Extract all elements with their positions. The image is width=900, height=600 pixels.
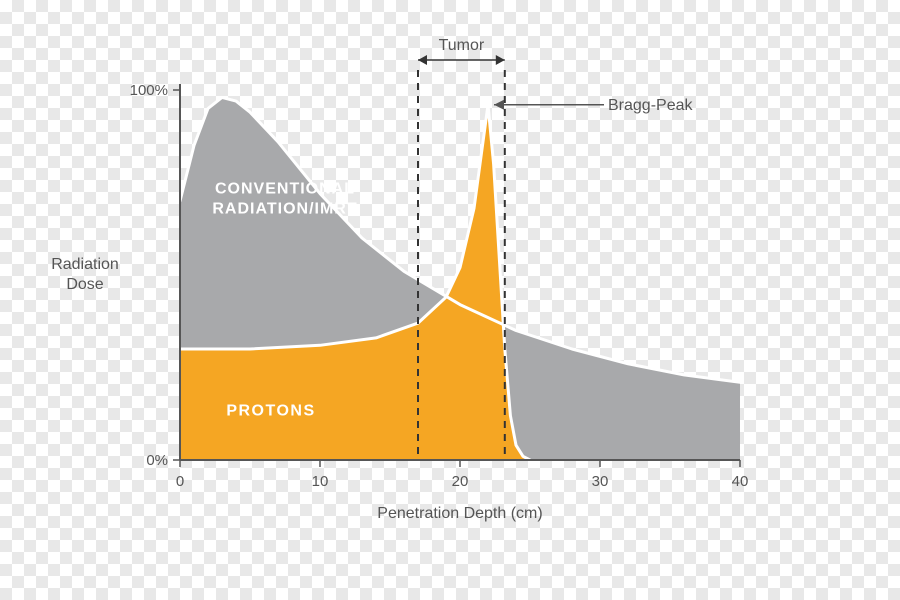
x-tick-label: 20 xyxy=(452,473,469,490)
chart-stage: TumorBragg-PeakCONVENTIONALRADIATION/IMR… xyxy=(0,0,900,600)
bragg-peak-label: Bragg-Peak xyxy=(608,97,693,114)
x-tick-label: 0 xyxy=(176,473,184,490)
y-axis-label: RadiationDose xyxy=(51,256,119,293)
bragg-arrow-head xyxy=(494,100,504,110)
x-tick-label: 40 xyxy=(732,473,749,490)
x-axis-label: Penetration Depth (cm) xyxy=(377,505,542,522)
bragg-peak-chart: TumorBragg-PeakCONVENTIONALRADIATION/IMR… xyxy=(0,0,900,600)
y-tick-label: 0% xyxy=(146,452,168,469)
y-tick-label: 100% xyxy=(130,82,168,99)
protons-label: PROTONS xyxy=(226,403,315,420)
x-tick-label: 30 xyxy=(592,473,609,490)
tumor-arrow-right xyxy=(496,55,505,65)
tumor-label: Tumor xyxy=(439,37,485,54)
tumor-arrow-left xyxy=(418,55,427,65)
x-tick-label: 10 xyxy=(312,473,329,490)
